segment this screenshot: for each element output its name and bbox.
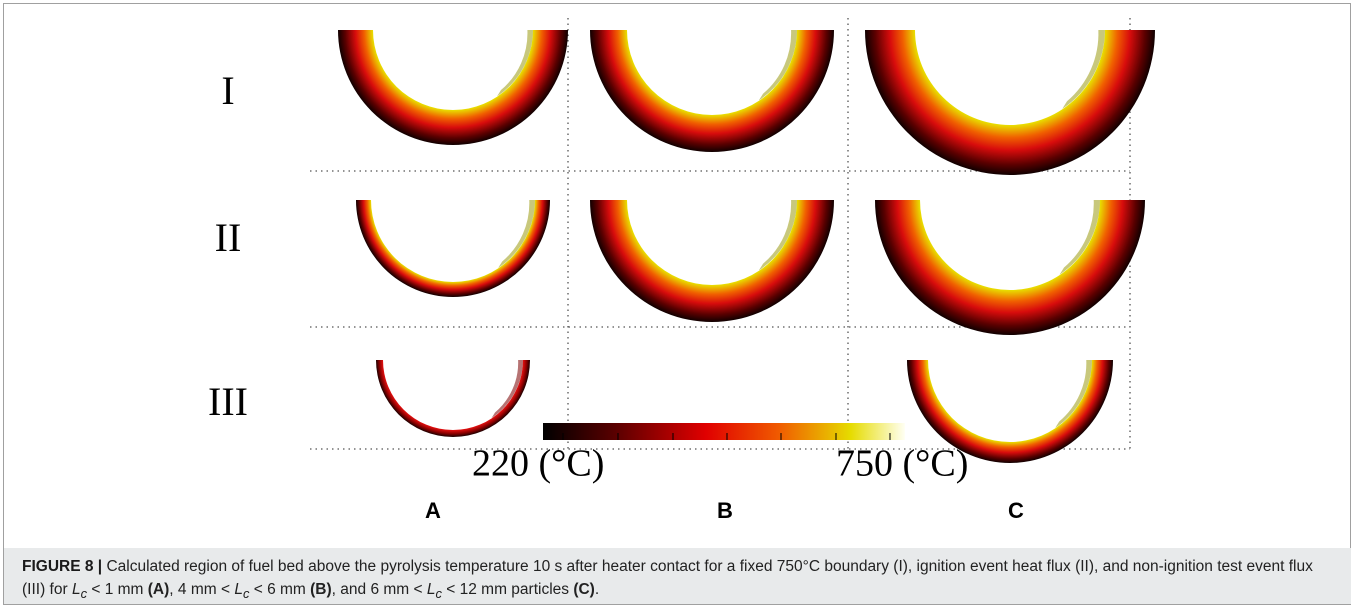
colorbar-ticks — [562, 433, 891, 440]
column-label: A — [425, 498, 441, 523]
ring-inner-face — [1055, 360, 1092, 429]
caption-text: , 4 mm < — [169, 581, 235, 598]
ring-inner-face — [1059, 200, 1100, 275]
colorbar-min-label: 220 (°C) — [472, 443, 604, 485]
caption-subscript: c — [80, 586, 88, 602]
ring-inner-face — [491, 360, 523, 419]
column-label: B — [717, 498, 733, 523]
figure-number: FIGURE 8 | — [22, 558, 103, 575]
caption-text: , and 6 mm < — [331, 581, 427, 598]
half-ring — [590, 30, 834, 152]
caption-symbol: L — [71, 581, 81, 598]
caption-panel-ref: (A) — [147, 581, 170, 598]
figure: I II III 220 (°C) 750 (°C) A B C — [208, 18, 1155, 523]
caption-symbol: L — [234, 581, 243, 598]
caption-symbol: L — [426, 581, 436, 598]
ring-inner-face — [498, 200, 535, 269]
caption-text: < 1 mm — [87, 581, 148, 598]
row-label: II — [215, 215, 242, 260]
colorbar-max-label: 750 (°C) — [836, 443, 968, 485]
ring-inner-face — [1062, 30, 1105, 109]
caption-text: < 12 mm particles — [441, 581, 574, 598]
figure-frame — [3, 3, 1351, 605]
half-ring — [865, 30, 1155, 175]
colorbar — [543, 423, 905, 440]
caption-text: Calculated region of fuel bed above the … — [22, 558, 1313, 598]
half-ring — [875, 200, 1145, 335]
caption-panel-ref: (B) — [310, 581, 332, 598]
half-ring — [356, 200, 550, 297]
caption-subscript: c — [435, 586, 442, 602]
caption-text: < 6 mm — [249, 581, 311, 598]
temperature-regions — [338, 30, 1155, 463]
column-label: C — [1008, 498, 1024, 523]
row-label: I — [221, 68, 234, 113]
half-ring — [338, 30, 568, 145]
ring-inner-face — [758, 30, 797, 101]
grid-lines — [310, 18, 1131, 450]
half-ring — [376, 360, 530, 437]
half-ring — [907, 360, 1113, 463]
half-ring — [590, 200, 834, 322]
caption-subscript: c — [242, 586, 250, 602]
ring-inner-face — [758, 200, 797, 271]
caption: FIGURE 8 | Calculated region of fuel bed… — [4, 548, 1351, 604]
row-label: III — [208, 379, 248, 424]
ring-inner-face — [497, 30, 533, 97]
caption-text: . — [594, 581, 600, 598]
caption-panel-ref: (C) — [573, 581, 595, 598]
